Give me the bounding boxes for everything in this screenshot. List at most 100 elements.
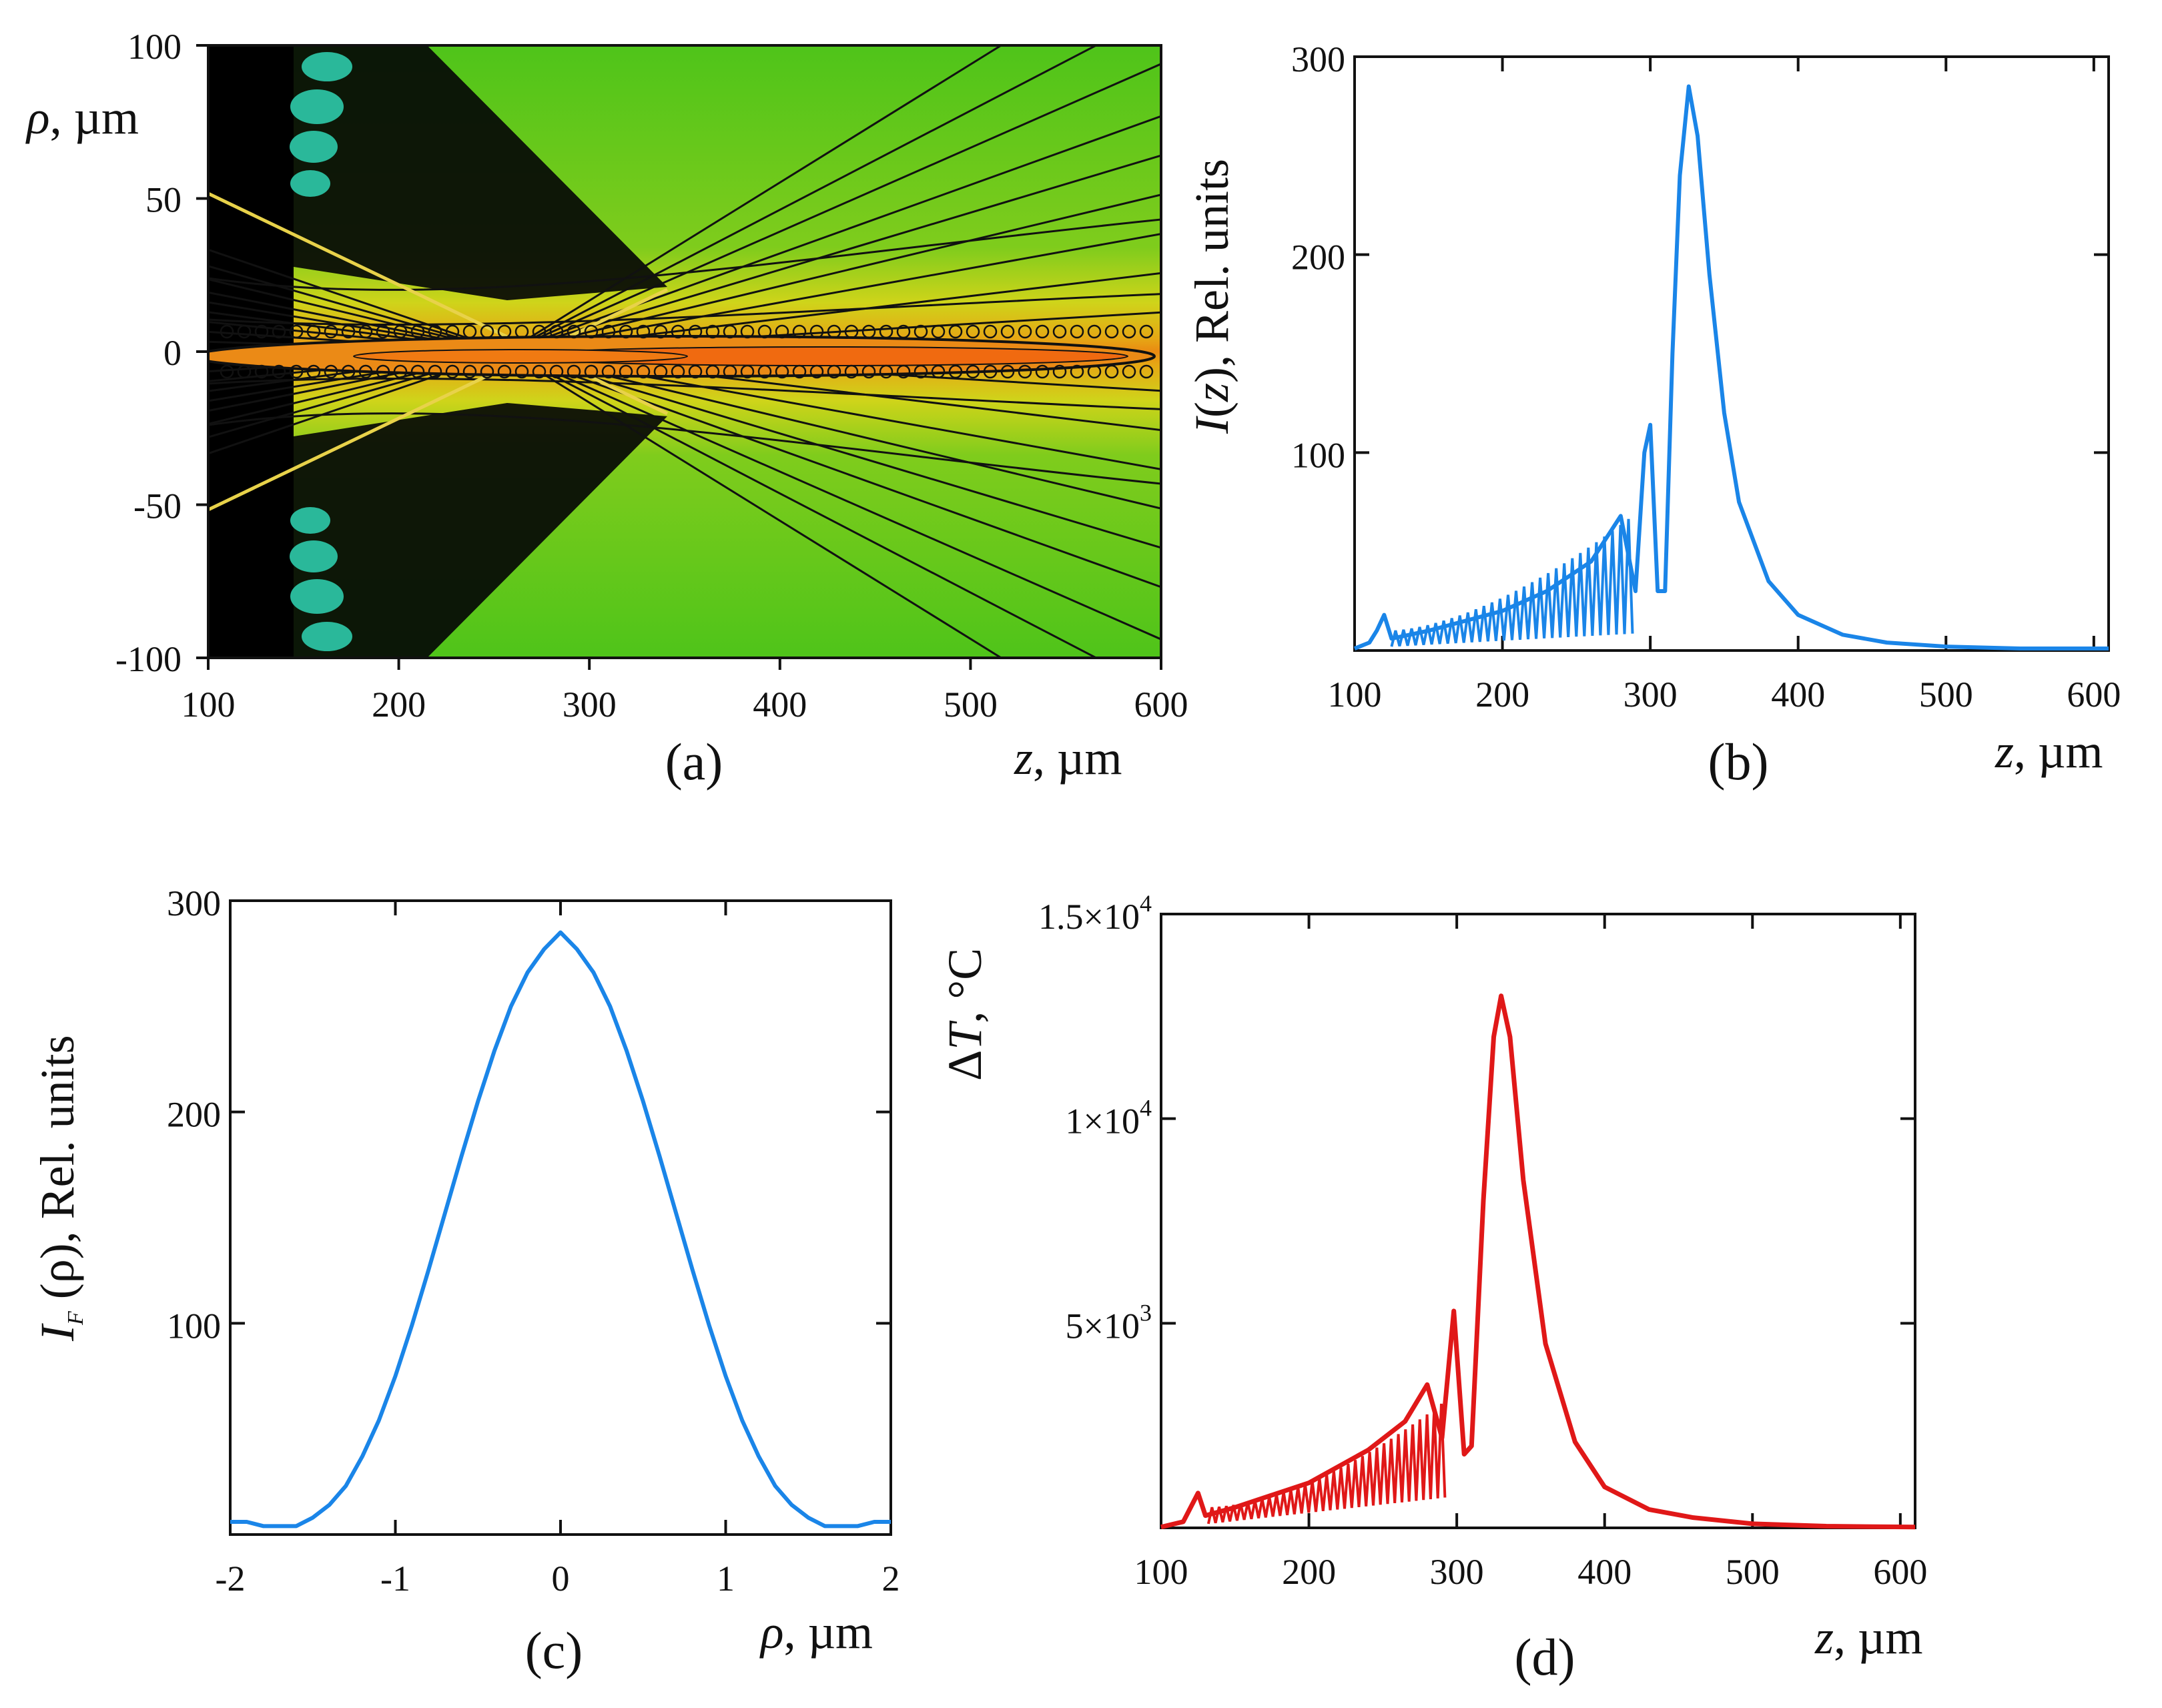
x-tick-label: 200 <box>372 685 426 725</box>
x-tick-label: -2 <box>216 1559 246 1599</box>
y-tick-label: 0 <box>163 333 182 373</box>
contour-marker <box>549 324 564 339</box>
panel-a-focal-core-left <box>353 349 688 364</box>
contour-marker <box>792 364 807 379</box>
contour-marker <box>636 364 651 379</box>
contour-line <box>506 233 1161 353</box>
contour-marker <box>861 364 876 379</box>
panel-a-contour-markers <box>220 324 1154 379</box>
panel-a-y-label: ρ, µm <box>25 91 139 144</box>
contour-marker <box>220 364 234 379</box>
contour-marker <box>376 324 390 339</box>
contour-marker <box>809 324 824 339</box>
contour-marker <box>514 364 529 379</box>
contour-marker <box>428 324 442 339</box>
contour-line <box>506 350 1004 658</box>
contour-marker <box>1070 324 1084 339</box>
contour-line-axial <box>208 412 1161 485</box>
contour-marker <box>1000 364 1015 379</box>
contour-marker <box>671 364 685 379</box>
x-tick-label: 600 <box>2067 675 2121 715</box>
contour-marker <box>1070 364 1084 379</box>
contour-marker <box>1018 324 1032 339</box>
contour-marker <box>1104 324 1119 339</box>
contour-marker <box>462 364 477 379</box>
contour-marker <box>671 324 685 339</box>
oscillation-trace <box>1206 1403 1447 1525</box>
contour-marker <box>844 324 859 339</box>
y-tick-label: 50 <box>145 180 182 220</box>
panel-a-x-axis: 100 200 300 400 500 600 <box>182 658 1188 725</box>
contour-marker <box>775 364 789 379</box>
contour-marker <box>567 324 581 339</box>
x-tick-label: 500 <box>1919 675 1973 715</box>
panel-a-x-label: z, µm <box>1014 731 1122 785</box>
panel-a-teal-lobes <box>290 52 352 651</box>
contour-marker <box>896 364 911 379</box>
contour-marker <box>931 364 946 379</box>
contour-line <box>506 154 1161 353</box>
contour-marker <box>1052 364 1067 379</box>
contour-marker <box>549 364 564 379</box>
contour-marker <box>705 364 720 379</box>
panel-a-y-axis: 100 50 0 -50 -100 <box>115 27 208 679</box>
contour-marker <box>896 324 911 339</box>
contour-marker <box>584 324 599 339</box>
x-tick-label: 400 <box>1577 1552 1632 1592</box>
x-tick-label: 200 <box>1282 1552 1336 1592</box>
contour-line-axial <box>208 293 1161 326</box>
contour-marker <box>1035 324 1050 339</box>
contour-marker <box>1122 364 1136 379</box>
x-tick-label: 100 <box>1134 1552 1188 1592</box>
contour-marker <box>532 324 547 339</box>
y-tick-label: -50 <box>133 486 182 526</box>
contour-marker <box>1087 364 1102 379</box>
x-tick-label: 600 <box>1873 1552 1927 1592</box>
x-tick-label: 100 <box>1328 675 1382 715</box>
contour-line <box>506 193 1161 353</box>
y-tick-label: 100 <box>167 1306 221 1346</box>
contour-line <box>506 45 1004 353</box>
contour-line <box>506 350 1161 640</box>
contour-marker <box>948 364 963 379</box>
panel-a-contour-overlay <box>208 45 1161 658</box>
x-tick-label: 1 <box>717 1559 735 1599</box>
contour-marker <box>723 364 737 379</box>
x-tick-label: 600 <box>1134 685 1188 725</box>
contour-marker <box>237 364 252 379</box>
contour-marker <box>861 324 876 339</box>
contour-marker <box>289 324 304 339</box>
contour-marker <box>272 324 286 339</box>
contour-marker <box>914 364 928 379</box>
contour-marker <box>1035 364 1050 379</box>
contour-marker <box>306 364 321 379</box>
contour-marker <box>480 364 494 379</box>
contour-marker <box>723 324 737 339</box>
contour-marker <box>983 364 998 379</box>
panel-b-intensity-vs-z: 100 200 300 400 500 600 100 200 300 I(z), Rel. u… <box>1185 39 2121 791</box>
contour-marker <box>358 324 373 339</box>
contour-marker <box>844 364 859 379</box>
y-tick-label: 100 <box>1291 435 1345 475</box>
x-tick-label: 400 <box>753 685 807 725</box>
panel-c-series-line <box>230 930 891 1529</box>
panel-c-frame <box>229 899 892 1536</box>
contour-marker <box>1087 324 1102 339</box>
contour-marker <box>688 364 703 379</box>
contour-marker <box>619 364 633 379</box>
contour-marker <box>514 324 529 339</box>
contour-line-axial <box>208 218 1161 291</box>
y-tick-base: 1×10 <box>1066 1102 1140 1142</box>
panel-a-label: (a) <box>665 733 723 791</box>
x-tick-label: 300 <box>1624 675 1678 715</box>
x-tick-label: 2 <box>882 1559 900 1599</box>
contour-marker <box>619 324 633 339</box>
contour-marker <box>1018 364 1032 379</box>
contour-marker <box>757 364 772 379</box>
x-tick-label: 400 <box>1771 675 1825 715</box>
panel-d-frame <box>1160 913 1916 1529</box>
contour-marker <box>653 324 668 339</box>
y-tick-label: 300 <box>1291 39 1345 79</box>
contour-marker <box>1139 324 1154 339</box>
